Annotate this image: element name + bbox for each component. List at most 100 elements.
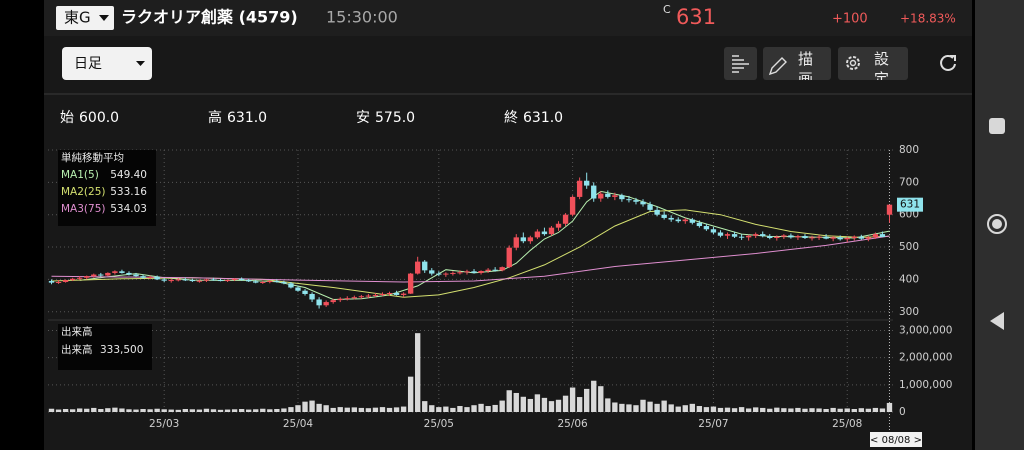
volume-bar xyxy=(844,408,850,412)
volume-bar xyxy=(231,409,238,412)
y-tick-label: 600 xyxy=(899,209,919,221)
volume-bar xyxy=(802,408,808,412)
volume-bar xyxy=(872,407,879,412)
volume-bar xyxy=(91,407,97,412)
volume-bar xyxy=(767,408,773,412)
volume-bar xyxy=(591,380,597,412)
candle-body xyxy=(682,219,688,222)
legend-name: MA2(25) xyxy=(61,186,105,198)
time: 15:30:00 xyxy=(326,8,398,27)
volume-bar xyxy=(738,407,745,412)
volume-bar xyxy=(443,406,449,412)
candle-body xyxy=(823,236,829,239)
candle-body xyxy=(175,279,181,281)
draw-button[interactable] xyxy=(763,47,831,80)
candle-body xyxy=(196,280,203,282)
volume-bar xyxy=(513,392,519,412)
candle-body xyxy=(260,282,266,283)
settings-button[interactable] xyxy=(838,47,908,80)
candle-body xyxy=(795,236,801,238)
candle-body xyxy=(330,300,336,303)
gear-hub xyxy=(849,59,857,67)
volume-bar xyxy=(379,407,386,412)
change: +100 xyxy=(832,12,868,27)
ohlc-summary: 始 600.0 高 631.0 安 575.0 終 631.0 xyxy=(60,109,563,126)
candle-body xyxy=(781,235,787,237)
summary-label: 終 xyxy=(504,110,518,126)
volume-bar xyxy=(69,409,76,412)
period-select[interactable] xyxy=(62,47,152,80)
reload-icon[interactable] xyxy=(940,55,956,71)
volume-bar xyxy=(55,409,62,412)
list-icon xyxy=(732,55,749,73)
volume-bar xyxy=(400,406,407,412)
volume-bar xyxy=(682,405,688,412)
candle-body xyxy=(633,200,639,202)
candle-body xyxy=(886,204,893,215)
legend-value: 534.03 xyxy=(110,203,147,215)
candle-body xyxy=(626,199,632,201)
candle-body xyxy=(654,209,660,215)
nav-back[interactable] xyxy=(990,312,1004,330)
volume-bar xyxy=(710,406,717,412)
volume-bar xyxy=(217,409,224,412)
volume-bar xyxy=(774,407,780,412)
candle-body xyxy=(724,234,731,236)
nav-home-dot xyxy=(992,219,1002,229)
y-tick-label: 400 xyxy=(899,273,919,285)
candle-body xyxy=(281,282,287,284)
candle-body xyxy=(696,222,703,227)
volume-bar xyxy=(485,406,491,412)
volume-tick-label: 3,000,000 xyxy=(899,324,952,336)
candle-body xyxy=(598,193,604,199)
volume-bar xyxy=(344,407,350,412)
x-tick-label: 25/04 xyxy=(283,418,314,430)
volume-bar xyxy=(154,408,160,412)
volume-bar xyxy=(865,408,872,412)
volume-bar xyxy=(661,400,667,412)
candle-body xyxy=(436,273,442,275)
candle-body xyxy=(844,238,850,240)
candle-body xyxy=(147,276,153,278)
volume-bar xyxy=(168,409,174,412)
candle-body xyxy=(309,293,315,300)
ma-line xyxy=(51,209,890,298)
volume-bar xyxy=(62,409,69,412)
volume-bar xyxy=(238,409,245,412)
volume-bar xyxy=(126,409,132,412)
draw-label: 描画 xyxy=(798,50,813,88)
candle-body xyxy=(605,193,611,197)
volume-bar xyxy=(358,407,365,412)
volume-bar xyxy=(605,398,611,412)
volume-bar xyxy=(471,405,477,412)
volume-bar xyxy=(302,401,308,412)
volume-bar xyxy=(246,409,252,412)
candle-body xyxy=(182,279,188,281)
volume-bar xyxy=(492,404,498,412)
candle-body xyxy=(830,237,836,239)
nav-home[interactable] xyxy=(987,214,1007,234)
volume-bar xyxy=(731,408,738,412)
candle-body xyxy=(119,271,125,273)
volume-bar xyxy=(161,409,167,412)
ma-legend-title: 単純移動平均 xyxy=(61,151,124,164)
volume-bar xyxy=(654,403,660,412)
candle-body xyxy=(443,273,449,275)
candle-body xyxy=(393,293,400,295)
candle-body xyxy=(422,261,428,271)
candle-body xyxy=(816,236,822,238)
candle-body xyxy=(858,236,864,239)
summary-value: 575.0 xyxy=(375,110,415,126)
nav-recent[interactable] xyxy=(989,118,1005,134)
candle-body xyxy=(140,276,146,278)
volume-bar xyxy=(386,407,393,412)
volume-bar xyxy=(422,401,428,412)
volume-bar xyxy=(330,407,336,412)
gear-icon xyxy=(846,56,860,70)
candle-body xyxy=(668,217,674,220)
volume-bar xyxy=(351,407,357,412)
candle-body xyxy=(372,294,379,296)
market-select[interactable] xyxy=(56,6,114,30)
candle-body xyxy=(457,272,463,274)
volume-bar xyxy=(196,409,203,412)
